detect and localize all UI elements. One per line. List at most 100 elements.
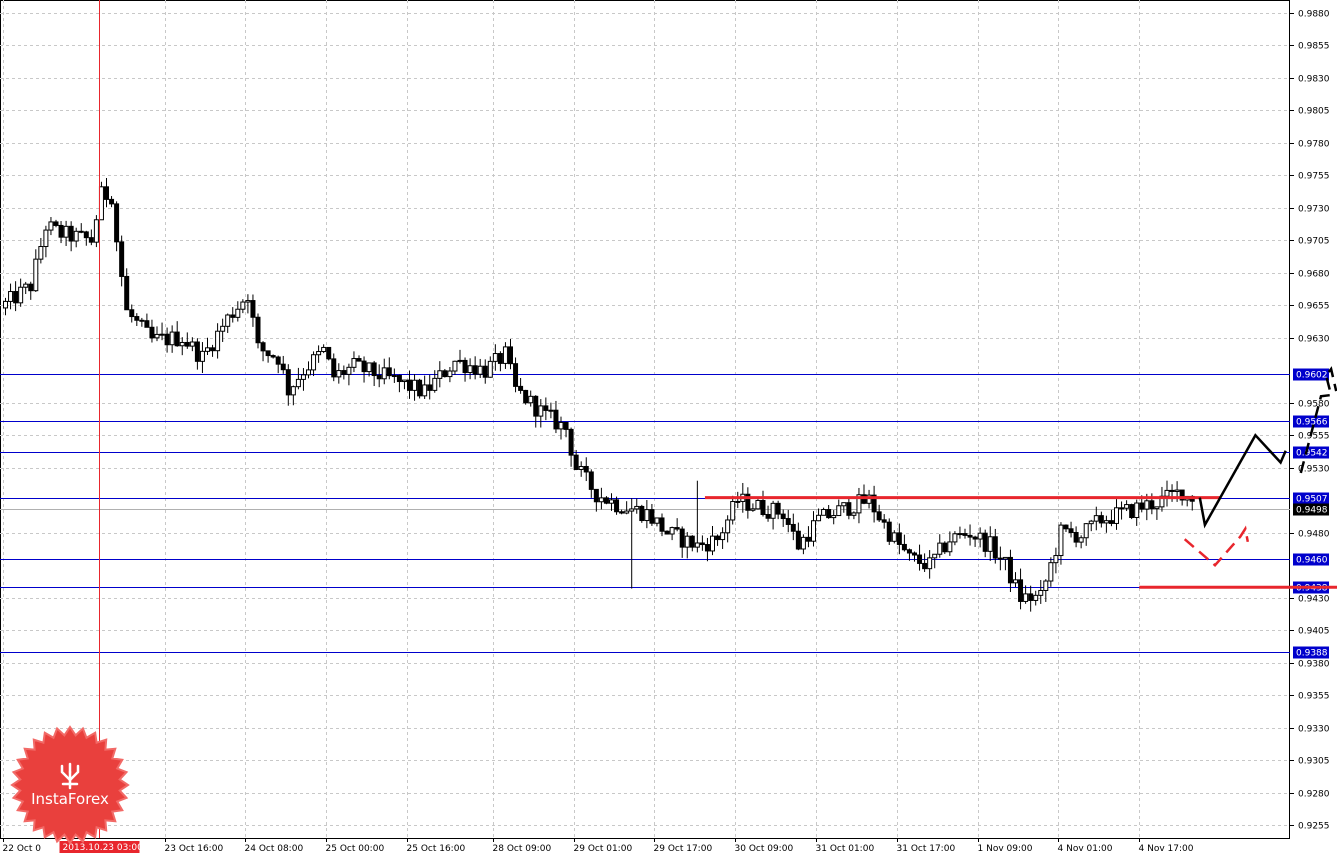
logo-tree-icon [60,762,80,790]
candle-down [593,488,599,503]
candle-down [442,370,448,378]
candle-down [533,395,539,417]
crosshair-label-box [59,841,140,853]
candle-up [381,367,387,380]
candle-down [270,355,276,358]
candle-down [144,320,150,328]
candle-down [588,471,594,490]
candle-down [210,347,216,352]
candle-up [1154,506,1160,510]
candle-up [220,325,226,332]
candle-up [290,386,296,396]
y-tick-label: 0.9755 [1298,172,1330,182]
candle-up [841,502,847,507]
candle-up [730,501,736,521]
candle-down [462,359,468,374]
candle-down [417,379,423,397]
y-tick-label: 0.9480 [1298,530,1330,540]
candle-down [917,554,923,564]
candle-up [1078,537,1084,543]
candle-down [396,375,402,383]
candle-up [321,346,327,353]
candle-up [1134,502,1140,519]
x-tick-label: 30 Oct 09:00 [735,844,794,854]
x-tick-label: 4 Nov 01:00 [1058,844,1113,854]
candle-up [159,333,165,336]
candle-up [366,362,372,373]
y-tick-label: 0.9380 [1298,660,1330,670]
candle-down [518,385,524,391]
candle-down [790,523,796,532]
candle-up [43,229,49,248]
candle-up [179,341,185,347]
y-tick-label: 0.9305 [1298,757,1330,767]
candles [3,177,1195,612]
candle-down [896,532,902,545]
y-tick-label: 0.9405 [1298,627,1330,637]
candle-down [1073,532,1079,543]
candle-up [1083,523,1089,539]
candle-down [58,224,64,238]
candle-down [871,494,877,513]
candle-up [295,378,301,388]
candle-down [331,358,337,378]
candle-up [821,509,827,516]
candle-down [906,549,912,554]
candle-down [699,542,705,546]
candle-up [240,301,246,310]
candle-down [13,291,19,304]
candle-down [679,528,685,548]
candle-up [624,510,630,514]
candle-up [654,517,660,524]
candle-up [306,369,311,376]
candle-down [376,375,382,380]
level-label-box [1293,446,1329,459]
x-tick-label: 29 Oct 17:00 [654,844,713,854]
candle-up [199,350,205,362]
logo-text: InstaForex [31,790,109,808]
candle-up [437,370,443,379]
candle-up [1002,556,1008,560]
candle-up [548,409,554,412]
candle-down [124,275,130,311]
current-price-box [1293,503,1329,516]
candle-up [528,395,534,404]
candle-up [800,536,806,550]
candle-down [992,536,998,559]
candle-up [492,353,498,362]
candle-up [1103,520,1109,524]
candle-down [1169,489,1175,492]
level-label: 0.9388 [1296,649,1328,659]
level-label-box [1293,415,1329,428]
candle-down [104,186,109,200]
candle-down [775,502,781,515]
level-label-box [1293,553,1329,566]
candle-down [805,536,811,542]
candle-down [407,379,412,391]
forecast-arrows [1183,366,1337,567]
candle-up [1058,524,1064,557]
forecast-solid-arrow [1198,433,1287,529]
candle-down [881,519,887,523]
candle-up [154,333,160,339]
candle-up [684,535,690,548]
x-tick-label: 25 Oct 00:00 [326,844,385,854]
candle-up [351,358,357,368]
candle-up [457,359,463,362]
candle-up [432,377,438,391]
level-label: 0.9460 [1296,556,1328,566]
candle-down [184,341,190,347]
candle-down [497,353,503,364]
candle-up [866,494,872,504]
candle-up [93,219,99,243]
candle-up [851,512,857,516]
candle-up [644,509,650,522]
candle-down [659,517,665,532]
candle-down [1063,524,1069,530]
candle-up [1088,520,1094,525]
candle-up [33,258,39,292]
candle-up [467,365,473,374]
y-tick-label: 0.9330 [1298,725,1330,735]
candle-down [1139,502,1145,510]
candle-down [765,513,771,519]
